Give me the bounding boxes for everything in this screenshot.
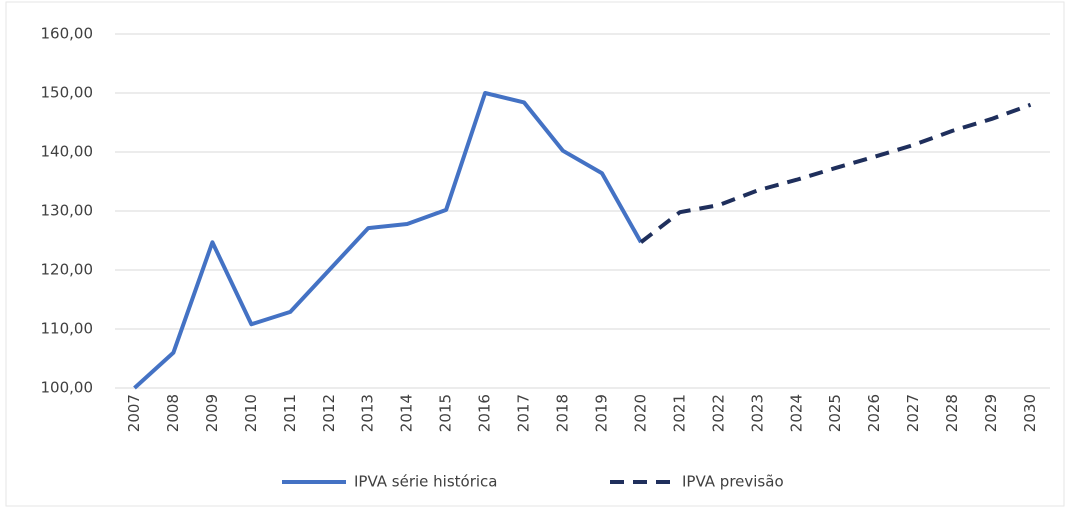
y-tick-label: 120,00 xyxy=(41,261,94,279)
x-tick-label: 2014 xyxy=(398,394,416,432)
x-tick-label: 2021 xyxy=(670,394,688,432)
x-tick-label: 2009 xyxy=(203,394,221,432)
x-tick-label: 2024 xyxy=(787,394,805,432)
x-tick-label: 2013 xyxy=(359,394,377,432)
x-tick-label: 2027 xyxy=(904,394,922,432)
x-tick-label: 2018 xyxy=(554,394,572,432)
y-tick-label: 100,00 xyxy=(41,379,94,397)
x-tick-label: 2016 xyxy=(476,394,494,432)
x-tick-label: 2007 xyxy=(125,394,143,432)
x-tick-label: 2015 xyxy=(437,394,455,432)
series-line xyxy=(639,102,1032,244)
x-tick-label: 2026 xyxy=(865,394,883,432)
legend-label: IPVA previsão xyxy=(682,473,784,491)
x-tick-label: 2023 xyxy=(748,394,766,432)
x-tick-label: 2028 xyxy=(943,394,961,432)
x-tick-label: 2020 xyxy=(631,394,649,432)
x-tick-label: 2017 xyxy=(515,394,533,432)
x-tick-label: 2030 xyxy=(1021,394,1039,432)
y-tick-label: 160,00 xyxy=(41,25,94,43)
y-tick-label: 110,00 xyxy=(41,320,94,338)
x-tick-label: 2012 xyxy=(320,394,338,432)
series-line xyxy=(133,91,643,390)
chart-border xyxy=(5,1,1065,507)
legend-label: IPVA série histórica xyxy=(354,473,498,491)
x-tick-label: 2008 xyxy=(164,394,182,432)
y-tick-label: 140,00 xyxy=(41,143,94,161)
x-tick-label: 2010 xyxy=(242,394,260,432)
x-tick-label: 2022 xyxy=(709,394,727,432)
x-tick-label: 2029 xyxy=(982,394,1000,432)
x-tick-label: 2019 xyxy=(592,394,610,432)
x-tick-label: 2011 xyxy=(281,394,299,432)
y-tick-label: 150,00 xyxy=(41,84,94,102)
y-tick-label: 130,00 xyxy=(41,202,94,220)
x-tick-label: 2025 xyxy=(826,394,844,432)
